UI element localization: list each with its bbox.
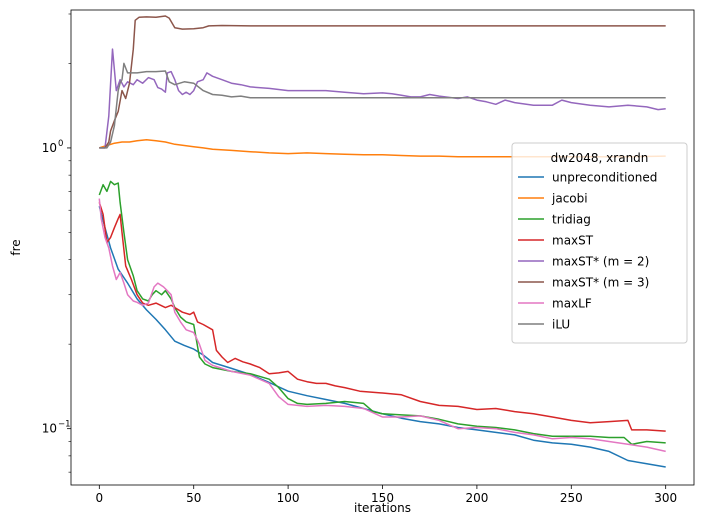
legend-entry-label: tridiag xyxy=(552,213,591,227)
x-tick-label: 100 xyxy=(277,491,300,505)
y-tick-label-exponent: 0 xyxy=(58,139,63,149)
y-tick-label: 10 xyxy=(42,422,57,436)
series-line-maxst-m-3 xyxy=(99,15,666,149)
legend-items: unpreconditioned jacobi tridiag maxST maxST*… xyxy=(518,171,657,332)
legend-title: dw2048, xrandn xyxy=(551,151,649,165)
x-tick-label: 0 xyxy=(95,491,103,505)
series-line-unpreconditioned xyxy=(98,206,666,468)
x-tick-label: 250 xyxy=(560,491,583,505)
x-axis-ticks: 0 50 100 150 200 250 300 xyxy=(95,485,677,505)
legend-entry-label: iLU xyxy=(552,318,570,332)
x-tick-label: 50 xyxy=(186,491,201,505)
series-line-maxlf xyxy=(98,198,666,453)
legend-entry-label: maxST xyxy=(552,234,594,248)
y-axis-label: fre xyxy=(9,239,23,255)
series-layer xyxy=(98,15,666,468)
legend-entry-label: maxST* (m = 3) xyxy=(552,276,649,290)
x-axis-label: iterations xyxy=(354,501,411,515)
series-line-ilu xyxy=(99,62,666,149)
x-tick-label: 200 xyxy=(465,491,488,505)
series-line-jacobi xyxy=(99,138,666,158)
series-line-tridiag xyxy=(98,180,666,446)
y-tick-label-exponent: −1 xyxy=(58,420,71,430)
y-tick-label: 10 xyxy=(42,141,57,155)
legend-entry-label: maxLF xyxy=(552,297,592,311)
series-line-maxst-m-2 xyxy=(99,48,666,149)
x-tick-label: 300 xyxy=(654,491,677,505)
x-tick-label: 150 xyxy=(371,491,394,505)
legend-box xyxy=(511,142,688,344)
legend-entry-label: maxST* (m = 2) xyxy=(552,255,649,269)
series-line-maxst xyxy=(98,202,666,432)
legend: dw2048, xrandn unpreconditioned jacobi tri… xyxy=(511,142,688,344)
legend-entry-label: unpreconditioned xyxy=(552,171,657,185)
legend-entry-label: jacobi xyxy=(551,192,588,206)
